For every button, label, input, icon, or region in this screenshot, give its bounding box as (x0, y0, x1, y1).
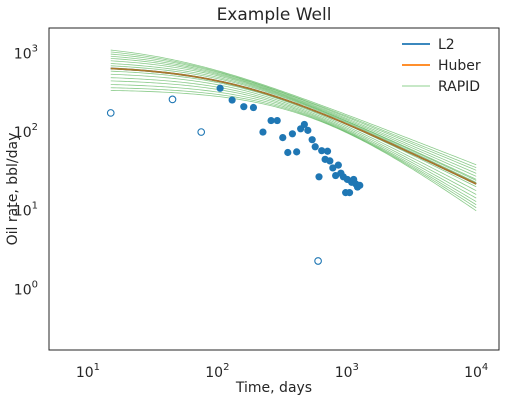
data-point-8 (284, 148, 292, 157)
data-point-5 (267, 116, 275, 125)
rapid-curve-9 (110, 70, 477, 192)
rapid-curve-7 (110, 65, 477, 183)
excluded-point-0 (106, 109, 115, 117)
data-point-20 (326, 157, 334, 165)
data-point-4 (259, 128, 267, 136)
rapid-curve-10 (110, 73, 477, 195)
data-point-6 (273, 116, 281, 125)
excluded-point-1 (168, 95, 177, 104)
y-axis-label: Oil rate, bbl/day (5, 133, 21, 246)
huber-curve (110, 67, 477, 185)
rapid-curve-14 (110, 87, 477, 209)
data-point-17 (318, 147, 326, 155)
data-point-12 (300, 120, 308, 129)
legend: L2 Huber RAPID (402, 37, 481, 95)
x-tick-label-1: 102 (205, 362, 229, 381)
x-tick-label-3: 104 (464, 362, 488, 381)
x-tick-label-2: 103 (335, 362, 359, 381)
data-point-21 (329, 164, 337, 172)
data-point-7 (279, 134, 287, 142)
legend-label-l2: L2 (438, 37, 455, 53)
data-point-14 (308, 136, 316, 144)
rapid-curve-2 (110, 53, 477, 171)
y-tick-label-3: 103 (14, 43, 38, 62)
data-point-10 (293, 148, 301, 156)
x-axis-label: Time, days (235, 380, 312, 396)
data-point-16 (315, 173, 323, 181)
data-point-3 (249, 103, 258, 112)
rapid-curve-6 (110, 63, 477, 181)
data-point-13 (304, 126, 312, 134)
y-tick-label-0: 100 (14, 279, 38, 298)
data-point-23 (334, 161, 342, 169)
legend-label-huber: Huber (438, 58, 481, 74)
rapid-curve-5 (110, 60, 477, 180)
x-axis-ticks: 101 102 103 104 (76, 362, 488, 381)
rapid-curve-12 (110, 80, 477, 202)
data-point-28 (345, 189, 354, 197)
rapid-curve-11 (110, 77, 477, 199)
data-point-0 (216, 84, 224, 92)
data-point-33 (356, 181, 364, 189)
rapid-curve-13 (110, 84, 477, 206)
data-point-9 (288, 130, 297, 138)
rapid-curve-0 (110, 49, 477, 166)
data-point-2 (240, 103, 248, 111)
legend-label-rapid: RAPID (438, 79, 480, 95)
data-point-15 (311, 143, 319, 151)
rapid-curve-1 (110, 51, 477, 169)
rapid-curve-3 (110, 55, 477, 174)
x-tick-label-0: 101 (76, 362, 100, 381)
rapid-curve-15 (110, 90, 477, 212)
plot-area (48, 27, 500, 351)
data-point-19 (323, 147, 332, 155)
plot-frame (48, 27, 500, 351)
excluded-point-2 (197, 128, 206, 136)
chart-title: Example Well (217, 5, 332, 25)
excluded-point-3 (314, 257, 322, 265)
rapid-curve-4 (110, 57, 477, 177)
data-point-1 (228, 96, 236, 104)
